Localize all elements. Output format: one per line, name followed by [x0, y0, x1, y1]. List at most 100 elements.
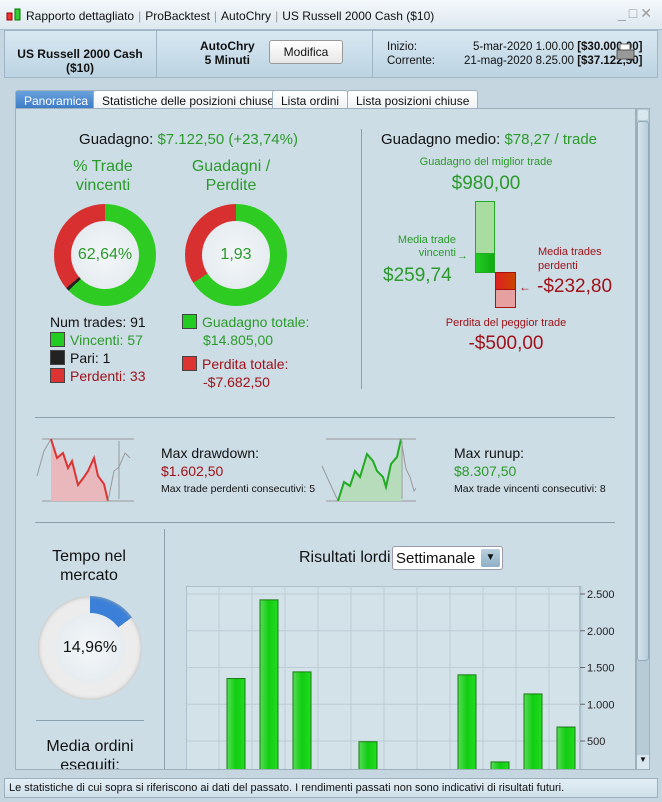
divider — [164, 529, 165, 769]
modify-button[interactable]: Modifica — [269, 40, 343, 64]
bar — [292, 671, 312, 769]
status-bar: Le statistiche di cui sopra si riferisco… — [4, 778, 658, 798]
title-line: eseguiti: — [60, 757, 120, 770]
bar — [556, 726, 576, 769]
time-in-market-value: 14,96% — [55, 613, 125, 683]
avg-gain: Guadagno medio: $78,27 / trade — [381, 131, 597, 148]
window-title: Rapporto dettagliato | ProBacktest | AutoChr… — [26, 9, 435, 23]
period-select[interactable]: Settimanale ▼ — [392, 546, 503, 570]
system-info: AutoChry 5 Minuti — [200, 39, 255, 67]
y-tick-label: 1.500 — [587, 663, 615, 675]
loss-swatch — [182, 356, 197, 371]
avg-loss-label: Media trades perdenti — [538, 245, 602, 273]
ratio-donut: 1,93 — [185, 204, 287, 306]
avg-win-label: Media trade vincenti — [386, 234, 456, 260]
title-line: Guadagni / — [191, 158, 271, 175]
bar — [259, 599, 279, 769]
divider — [35, 522, 615, 523]
even-swatch — [50, 350, 65, 365]
vertical-scrollbar[interactable]: ▼ — [636, 108, 650, 770]
avg-win-value: $259,74 — [383, 265, 452, 286]
drawdown-sparkline — [36, 438, 134, 502]
title-line: vincenti — [75, 177, 131, 194]
results-label: Risultati lordi — [299, 549, 391, 566]
win-pct-donut: 62,64% — [54, 204, 156, 306]
max-consecutive-wins: Max trade vincenti consecutivi: 8 — [454, 483, 606, 495]
header-panel: US Russell 2000 Cash ($10) AutoChry 5 Min… — [4, 30, 658, 78]
period-select-value: Settimanale — [396, 550, 476, 567]
total-gain-label: Guadagno totale: — [202, 314, 310, 330]
avg-orders-title: Media ordini eseguiti: — [26, 737, 154, 770]
runup-sparkline — [321, 438, 416, 502]
maximize-icon[interactable]: □ — [628, 5, 641, 21]
scroll-up-button[interactable] — [638, 110, 648, 120]
tab-closed-positions-stats[interactable]: Statistiche delle posizioni chiuse — [93, 90, 284, 109]
loss-swatch — [50, 368, 65, 383]
runup-label: Max runup: — [454, 445, 525, 461]
worst-trade-label: Perdita del peggior trade — [445, 317, 567, 329]
label-line: Media trade — [397, 234, 456, 246]
winners: Vincenti: 57 — [70, 332, 143, 348]
best-trade-label: Guadagno del miglior trade — [419, 156, 553, 168]
divider — [35, 417, 615, 418]
scroll-thumb[interactable] — [637, 121, 649, 661]
title-line: mercato — [60, 567, 118, 584]
drawdown-label: Max drawdown: — [161, 445, 260, 461]
chevron-down-icon[interactable]: ▼ — [481, 549, 500, 567]
title-line: Tempo nel — [52, 548, 126, 565]
avg-loss-value: -$232,80 — [537, 276, 613, 297]
gain-value: $7.122,50 (+23,74%) — [157, 131, 298, 148]
bar — [358, 741, 378, 769]
time-in-market-donut: 14,96% — [38, 596, 142, 700]
print-icon[interactable] — [615, 43, 637, 65]
bar — [523, 693, 543, 769]
divider — [361, 129, 362, 389]
minimize-icon[interactable]: _ — [618, 5, 629, 21]
total-loss-label: Perdita totale: — [202, 356, 289, 372]
even: Pari: 1 — [70, 350, 111, 366]
total-gain: $14.805,00 — [203, 332, 274, 348]
title-part: Rapporto dettagliato — [26, 9, 135, 23]
timeframe: 5 Minuti — [204, 53, 250, 67]
tab-closed-positions-list[interactable]: Lista posizioni chiuse — [347, 90, 479, 109]
label-line: vincenti — [418, 247, 456, 259]
y-tick-label: 1.000 — [587, 699, 615, 711]
y-tick-label: 500 — [587, 736, 605, 748]
num-trades: Num trades: 91 — [50, 314, 146, 330]
worst-trade-bar — [495, 289, 516, 308]
totals: Guadagno totale: $14.805,00 Perdita tota… — [182, 313, 309, 391]
runup-value: $8.307,50 — [454, 463, 517, 479]
win-pct-value: 62,64% — [71, 221, 139, 289]
divider — [36, 720, 144, 721]
y-tick-label: 2.000 — [587, 626, 615, 638]
app-logo-icon — [6, 8, 21, 21]
total-loss: -$7.682,50 — [203, 374, 270, 390]
title-part: US Russell 2000 Cash ($10) — [282, 9, 435, 23]
avg-gain-label: Guadagno medio: — [381, 131, 501, 148]
gain-label: Guadagno: — [79, 131, 154, 148]
scroll-down-button[interactable]: ▼ — [637, 755, 649, 769]
gain-swatch — [182, 314, 197, 329]
title-bar: Rapporto dettagliato | ProBacktest | AutoChr… — [0, 0, 662, 30]
tab-panoramica[interactable]: Panoramica — [15, 90, 98, 109]
time-in-market-title: Tempo nel mercato — [36, 547, 142, 585]
title-line: Media ordini — [46, 738, 134, 755]
best-trade-bar — [475, 201, 495, 254]
ratio-value: 1,93 — [202, 221, 270, 289]
label-line: perdenti — [538, 260, 578, 272]
win-swatch — [50, 332, 65, 347]
best-trade-value: $980,00 — [451, 173, 521, 194]
start-date: 5-mar-2020 1.00.00 — [472, 41, 574, 53]
drawdown-value: $1.602,50 — [161, 463, 224, 479]
date-info: Inizio: 5-mar-2020 1.00.00 [$30.000,00] C… — [387, 40, 642, 68]
results-chart: 2.500 2.000 1.500 1.000 500 — [186, 586, 615, 769]
overview-panel: Guadagno: $7.122,50 (+23,74%) % Trade vin… — [15, 108, 636, 770]
losers: Perdenti: 33 — [70, 368, 146, 384]
y-tick-label: 2.500 — [587, 589, 615, 601]
close-icon[interactable]: ✕ — [640, 5, 655, 21]
worst-trade-value: -$500,00 — [468, 333, 544, 354]
label-line: Media trades — [538, 246, 602, 258]
window-controls: _□✕ — [618, 5, 655, 22]
bar — [457, 674, 477, 769]
tab-order-list[interactable]: Lista ordini — [272, 90, 349, 109]
